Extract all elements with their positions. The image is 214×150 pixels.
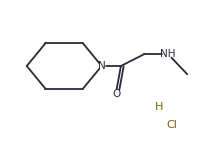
Text: H: H <box>155 102 164 112</box>
Text: N: N <box>98 61 106 71</box>
Text: O: O <box>113 89 121 99</box>
Text: Cl: Cl <box>167 120 178 130</box>
Text: NH: NH <box>160 49 176 59</box>
